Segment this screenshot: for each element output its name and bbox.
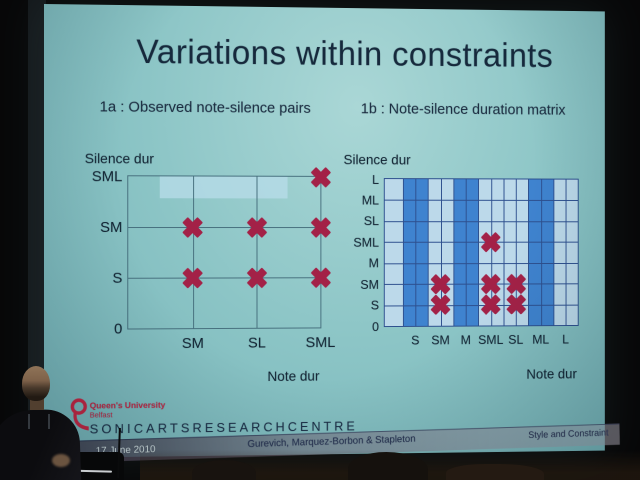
data-point-marker [310,217,330,238]
chart-1b-duration-matrix: Silence dur S SM M SML SL ML L 0 S SM M SML SL ML L No… [342,146,605,394]
gridline-vertical [528,179,530,326]
chart-1a-caption: 1a : Observed note-silence pairs [99,98,311,117]
gridline-vertical [256,176,258,328]
data-point-marker [506,294,526,315]
presenter-silhouette [0,358,140,480]
data-point-marker [183,217,204,238]
gridline-horizontal [384,221,578,223]
y-tick-label: ML [361,192,380,208]
data-point-marker [310,267,330,288]
y-tick-label: 0 [372,318,380,334]
y-tick-label: SM [100,218,123,236]
x-tick-label: SL [247,334,266,352]
audience-head [348,452,428,480]
gridline-horizontal [128,277,321,279]
data-point-marker [431,295,451,316]
y-axis-label: Silence dur [343,151,411,168]
plot-area: S SM M SML SL ML L 0 S SM M SML SL ML L [353,172,579,347]
data-point-marker [310,167,330,188]
screen-bezel [28,0,46,472]
plot-area: SM SL SML 0 S SM SML [92,168,336,352]
y-tick-label: 0 [114,320,123,338]
gridline-vertical [465,179,467,326]
data-point-marker [481,294,501,315]
x-tick-label: SML [305,334,336,352]
gridline-vertical [192,176,194,329]
y-tick-label: S [112,269,123,287]
y-tick-label: SML [91,167,123,185]
audience-head [192,460,256,480]
gridline-vertical [427,179,429,326]
gridline-vertical [540,179,542,326]
presenter-lanyard [28,414,50,429]
data-point-marker [506,273,526,293]
y-axis-label: Silence dur [84,150,154,167]
footer-presentation-title: Style and Constraint [528,427,609,441]
data-point-marker [183,267,204,288]
gridline-vertical [415,179,417,326]
y-tick-label: L [372,171,380,187]
data-point-marker [431,274,451,295]
data-point-marker [247,267,267,288]
projection-screen: Variations within constraints 1a : Obser… [33,4,620,464]
audience-head [446,464,544,480]
x-axis-label: Note dur [267,367,320,384]
gridline-vertical [478,179,480,326]
y-tick-label: SM [360,276,380,292]
gridline-vertical [553,179,555,326]
gridline-vertical [402,179,404,326]
data-point-marker [247,217,267,238]
x-tick-label: L [562,331,569,347]
data-point-marker [481,273,501,294]
y-tick-label: M [368,255,380,271]
gridline-horizontal [128,227,321,229]
slide-title: Variations within constraints [136,33,554,75]
y-tick-label: S [370,297,380,313]
chart-1b-caption: 1b : Note-silence duration matrix [360,100,566,119]
x-axis-label: Note dur [526,365,577,382]
presenter-head [22,366,50,401]
y-tick-label: SML [353,234,380,250]
queens-university-logo-icon [70,399,89,432]
gridline-vertical [453,179,455,326]
gridline-vertical [565,179,567,326]
highlight-band [159,176,288,199]
gridline-vertical [503,179,505,326]
presenter-hand [52,454,70,467]
x-tick-label: SM [181,335,204,353]
y-tick-label: SL [363,213,380,229]
data-point-marker [481,232,501,252]
